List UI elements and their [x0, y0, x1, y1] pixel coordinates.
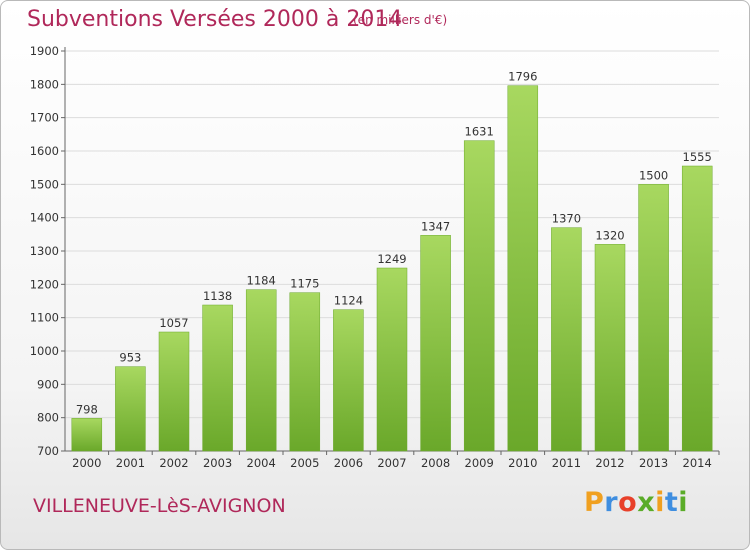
bar-2011	[551, 227, 582, 452]
y-tick-label: 1100	[30, 311, 59, 325]
y-tick-label: 1800	[30, 77, 59, 91]
bar-2005	[289, 292, 321, 452]
value-label-2012: 1320	[595, 228, 624, 242]
value-label-2000: 798	[76, 402, 98, 416]
x-tick-label-2011: 2011	[552, 456, 581, 470]
x-tick-label-2001: 2001	[116, 456, 145, 470]
value-label-2003: 1138	[203, 289, 232, 303]
commune-name: VILLENEUVE-LèS-AVIGNON	[33, 495, 286, 517]
value-label-2004: 1184	[247, 274, 276, 288]
bar-2014	[681, 165, 713, 452]
y-tick-label: 1300	[30, 244, 59, 258]
value-label-2001: 953	[119, 351, 141, 365]
x-tick-label-2002: 2002	[159, 456, 188, 470]
y-tick-label: 900	[37, 377, 59, 391]
bars	[71, 85, 713, 452]
y-tick-label: 800	[37, 411, 59, 425]
x-tick-label-2005: 2005	[290, 456, 319, 470]
x-tick-label-2008: 2008	[421, 456, 450, 470]
logo-letter: i	[678, 487, 689, 518]
proxiti-logo: Proxiti	[584, 487, 688, 518]
value-label-2005: 1175	[290, 277, 319, 291]
bar-2006	[333, 309, 364, 452]
y-tick-label: 1600	[30, 144, 59, 158]
logo-letter: t	[664, 487, 679, 518]
bar-2002	[158, 331, 190, 452]
x-tick-label-2007: 2007	[377, 456, 406, 470]
value-label-2007: 1249	[377, 252, 406, 266]
bar-2003	[202, 304, 233, 452]
chart-unit-label: (en milliers d'€)	[353, 13, 448, 27]
value-label-2008: 1347	[421, 219, 450, 233]
value-label-2010: 1796	[508, 70, 537, 84]
x-tick-label-2009: 2009	[465, 456, 494, 470]
y-tick-label: 1900	[30, 44, 59, 58]
bar-2001	[115, 366, 146, 452]
logo-letter: x	[637, 487, 656, 518]
value-label-2011: 1370	[552, 212, 581, 226]
logo-letter: i	[655, 487, 665, 518]
x-tick-label-2000: 2000	[72, 456, 101, 470]
y-tick-label: 1500	[30, 177, 59, 191]
logo-letter: P	[584, 487, 605, 518]
bar-2008	[420, 235, 451, 452]
bar-2012	[594, 244, 626, 452]
y-tick-label: 1200	[30, 277, 59, 291]
y-tick-label: 1000	[30, 344, 59, 358]
bar-2007	[376, 267, 408, 452]
y-tick-label: 700	[37, 444, 59, 458]
value-label-2014: 1555	[683, 150, 712, 164]
x-tick-label-2006: 2006	[334, 456, 363, 470]
x-tick-label-2003: 2003	[203, 456, 232, 470]
bar-2009	[463, 140, 495, 452]
labels: 700 800 900 1000 1100 1200 1300 1400 1500 1600 170…	[30, 44, 712, 470]
value-label-2013: 1500	[639, 168, 668, 182]
logo-letter: o	[618, 487, 638, 518]
x-tick-label-2010: 2010	[508, 456, 537, 470]
value-label-2009: 1631	[465, 125, 494, 139]
x-tick-label-2014: 2014	[683, 456, 712, 470]
y-tick-label: 1400	[30, 211, 59, 225]
value-label-2002: 1057	[159, 316, 188, 330]
x-tick-label-2012: 2012	[595, 456, 624, 470]
bar-2004	[245, 289, 277, 452]
bar-2013	[638, 184, 669, 452]
x-tick-label-2013: 2013	[639, 456, 668, 470]
x-tick-label-2004: 2004	[247, 456, 276, 470]
chart-title: Subventions Versées 2000 à 2014	[27, 7, 403, 32]
bar-2000	[71, 418, 103, 452]
logo-letter: r	[604, 487, 619, 518]
value-label-2006: 1124	[334, 294, 363, 308]
bar-2010	[507, 85, 539, 452]
y-tick-label: 1700	[30, 111, 59, 125]
